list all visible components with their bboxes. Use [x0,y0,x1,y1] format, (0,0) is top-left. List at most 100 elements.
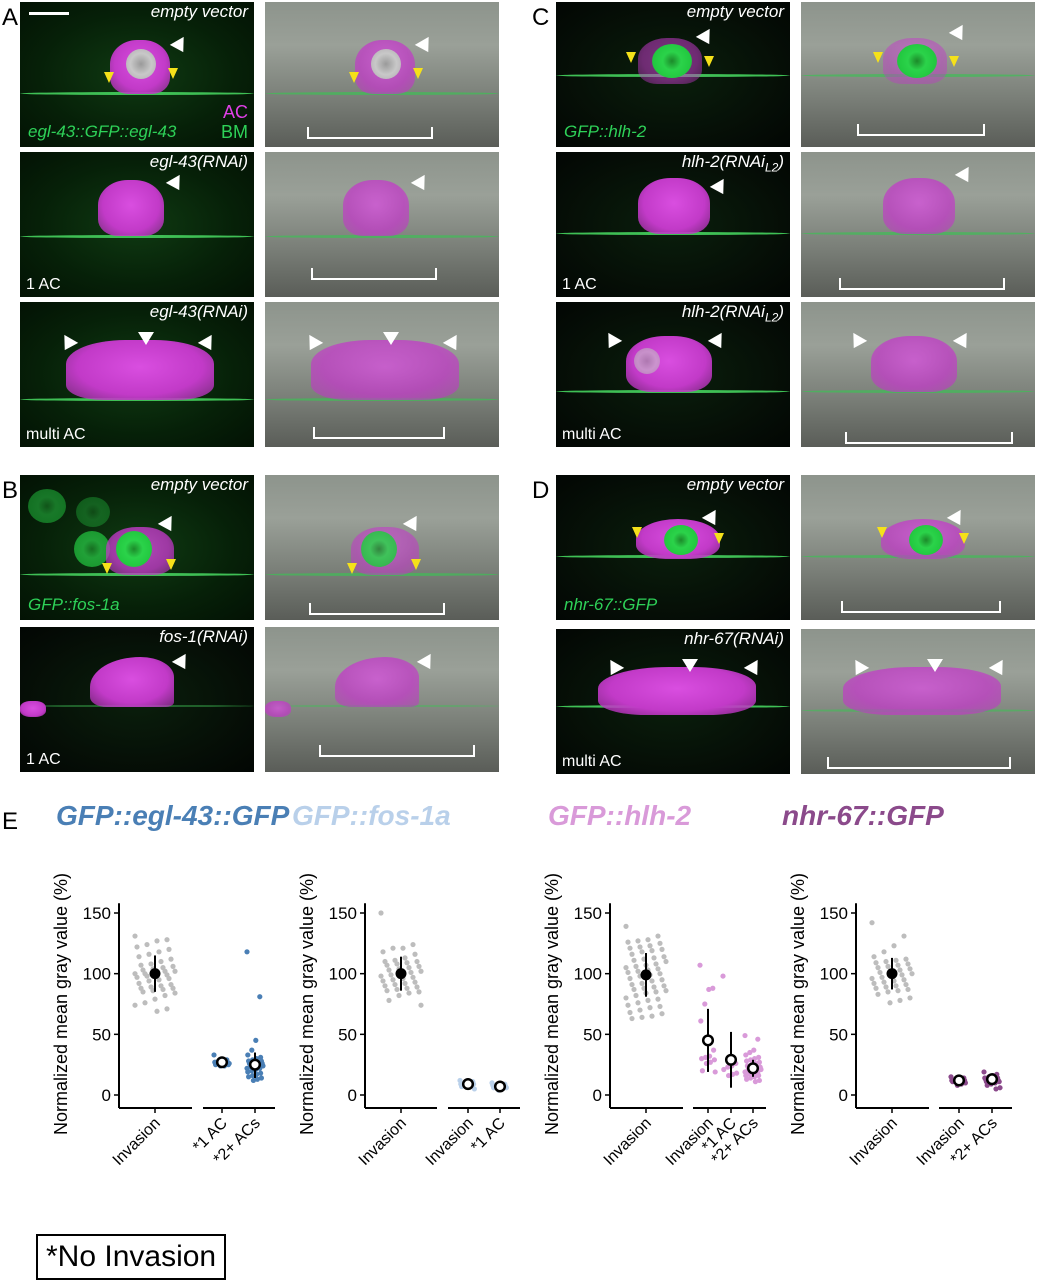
anchor-cell [98,180,164,236]
white-arrowhead-icon [709,178,731,199]
vulval-bracket [311,268,437,280]
scale-bar [29,12,69,15]
phenotype-label: 1 AC [562,276,597,293]
svg-text:Invasion: Invasion [110,1115,164,1169]
chart-title-fos1a: GFP::fos-1a [292,800,451,831]
vulval-bracket [827,757,1011,769]
svg-text:*1 AC: *1 AC [468,1115,509,1156]
white-arrowhead-icon [682,659,698,672]
white-arrowhead-icon [138,332,154,345]
yellow-arrowhead-icon [411,559,421,570]
vulval-bracket [307,127,433,139]
white-arrowhead-icon [383,332,399,345]
micrograph-d1-fluorescence: empty vector nhr-67::GFP [556,475,790,620]
phenotype-label: multi AC [26,426,86,443]
svg-text:Normalized mean gray value (%): Normalized mean gray value (%) [297,873,317,1135]
micrograph-d2-dic-overlay [801,629,1035,774]
white-arrowhead-icon [954,166,976,187]
yellow-arrowhead-icon [949,56,959,67]
white-arrowhead-icon [169,36,191,57]
vulval-bracket [841,601,1001,613]
micrograph-a3-fluorescence: egl-43(RNAi) multi AC [20,302,254,447]
svg-text:Normalized mean gray value (%): Normalized mean gray value (%) [542,873,562,1135]
condition-label: nhr-67(RNAi) [684,629,784,648]
magenta-spot [265,701,291,717]
micrograph-c2-fluorescence: hlh-2(RNAiL2) 1 AC [556,152,790,297]
condition-label: hlh-2(RNAiL2) [681,302,784,325]
nucleus [634,348,660,374]
anchor-cell [883,178,955,234]
vulval-bracket [845,432,1013,444]
yellow-arrowhead-icon [104,72,114,83]
yellow-arrowhead-icon [704,56,714,67]
white-arrowhead-icon [601,332,623,353]
basement-membrane [20,235,254,238]
nucleus [126,49,156,79]
panel-label-c: C [532,4,550,31]
condition-label: empty vector [686,2,784,21]
svg-text:50: 50 [92,1025,111,1044]
svg-text:50: 50 [583,1025,602,1044]
svg-text:0: 0 [839,1086,848,1105]
svg-text:100: 100 [820,965,848,984]
magenta-spot [20,701,46,717]
panel-label-a: A [2,4,19,31]
condition-label: empty vector [150,475,248,494]
nucleus [909,525,943,555]
svg-text:50: 50 [829,1025,848,1044]
white-arrowhead-icon [948,24,970,45]
strip-chart-2: 0 50 100 150 Normalized mean gray value (%) I… [542,873,766,1169]
micrograph-d2-fluorescence: nhr-67(RNAi) multi AC [556,629,790,774]
yellow-arrowhead-icon [877,527,887,538]
svg-text:Normalized mean gray value (%): Normalized mean gray value (%) [51,873,71,1135]
yellow-arrowhead-icon [168,68,178,79]
nucleus [652,44,692,78]
marker-label: GFP::hlh-2 [564,122,647,141]
micrograph-b2-dic-overlay [265,627,499,772]
condition-label: fos-1(RNAi) [159,627,248,646]
nucleus [897,44,937,78]
svg-text:150: 150 [83,904,111,923]
svg-text:100: 100 [329,965,357,984]
yellow-arrowhead-icon [632,527,642,538]
channel-label-ac: AC [222,102,248,122]
micrograph-a1-dic-overlay [265,2,499,147]
white-arrowhead-icon [846,332,868,353]
nucleus [116,531,152,567]
micrograph-d1-dic-overlay [801,475,1035,620]
nucleus [371,49,401,79]
condition-label: empty vector [686,475,784,494]
micrograph-b2-fluorescence: fos-1(RNAi) 1 AC [20,627,254,772]
white-arrowhead-icon [414,36,436,57]
white-arrowhead-icon [165,174,187,195]
yellow-arrowhead-icon [347,563,357,574]
micrograph-a2-fluorescence: egl-43(RNAi) 1 AC [20,152,254,297]
white-arrowhead-icon [410,174,432,195]
phenotype-label: multi AC [562,426,622,443]
svg-text:0: 0 [102,1086,111,1105]
svg-text:100: 100 [574,965,602,984]
marker-label: egl-43::GFP::egl-43 [28,122,177,141]
svg-text:Invasion: Invasion [356,1115,410,1169]
svg-text:Invasion: Invasion [847,1115,901,1169]
svg-text:Normalized mean gray value (%): Normalized mean gray value (%) [788,873,808,1135]
anchor-cell [343,180,409,236]
yellow-arrowhead-icon [349,72,359,83]
white-arrowhead-icon [927,659,943,672]
micrograph-c2-dic-overlay [801,152,1035,297]
anchor-cell-cluster [843,667,1001,715]
yellow-arrowhead-icon [413,68,423,79]
micrograph-a1-fluorescence: empty vector AC BM egl-43::GFP::egl-43 [20,2,254,147]
phenotype-label: 1 AC [26,751,61,768]
svg-text:150: 150 [820,904,848,923]
micrograph-c1-fluorescence: empty vector GFP::hlh-2 [556,2,790,147]
white-arrowhead-icon [952,332,974,353]
micrograph-b1-dic-overlay [265,475,499,620]
micrograph-c3-fluorescence: hlh-2(RNAiL2) multi AC [556,302,790,447]
neighbor-nucleus [76,497,110,527]
chart-title-egl43: GFP::egl-43::GFP [56,800,290,831]
anchor-cell [90,657,174,707]
marker-label: nhr-67::GFP [564,595,658,614]
micrograph-c1-dic-overlay [801,2,1035,147]
strip-chart-1: 0 50 100 150 Normalized mean gray value (%) I… [297,873,520,1169]
